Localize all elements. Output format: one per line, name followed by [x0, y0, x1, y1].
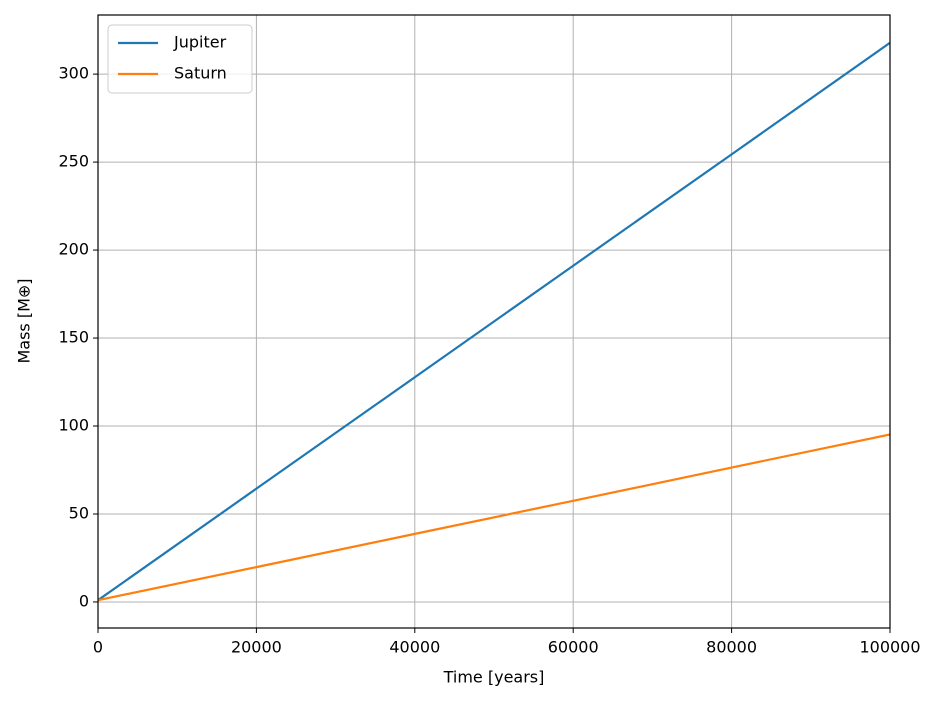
y-tick-label: 250 — [58, 152, 89, 171]
x-tick-label: 60000 — [548, 638, 599, 657]
legend-label: Jupiter — [173, 33, 227, 52]
y-tick-label: 200 — [58, 240, 89, 259]
y-tick-label: 300 — [58, 64, 89, 83]
legend-label: Saturn — [174, 64, 227, 83]
y-tick-label: 100 — [58, 416, 89, 435]
y-tick-label: 0 — [79, 591, 89, 610]
y-axis-label: Mass [M⊕] — [15, 278, 34, 363]
x-tick-label: 20000 — [231, 638, 282, 657]
line — [97, 41, 891, 602]
axes-frame — [97, 14, 891, 629]
line — [97, 433, 891, 602]
x-axis-label: Time [years] — [443, 668, 545, 687]
y-tick-label: 150 — [58, 328, 89, 347]
x-tick-label: 80000 — [706, 638, 757, 657]
y-tick-label: 50 — [69, 503, 89, 522]
x-tick-label: 0 — [93, 638, 103, 657]
x-tick-label: 100000 — [859, 638, 920, 657]
x-tick-label: 40000 — [389, 638, 440, 657]
